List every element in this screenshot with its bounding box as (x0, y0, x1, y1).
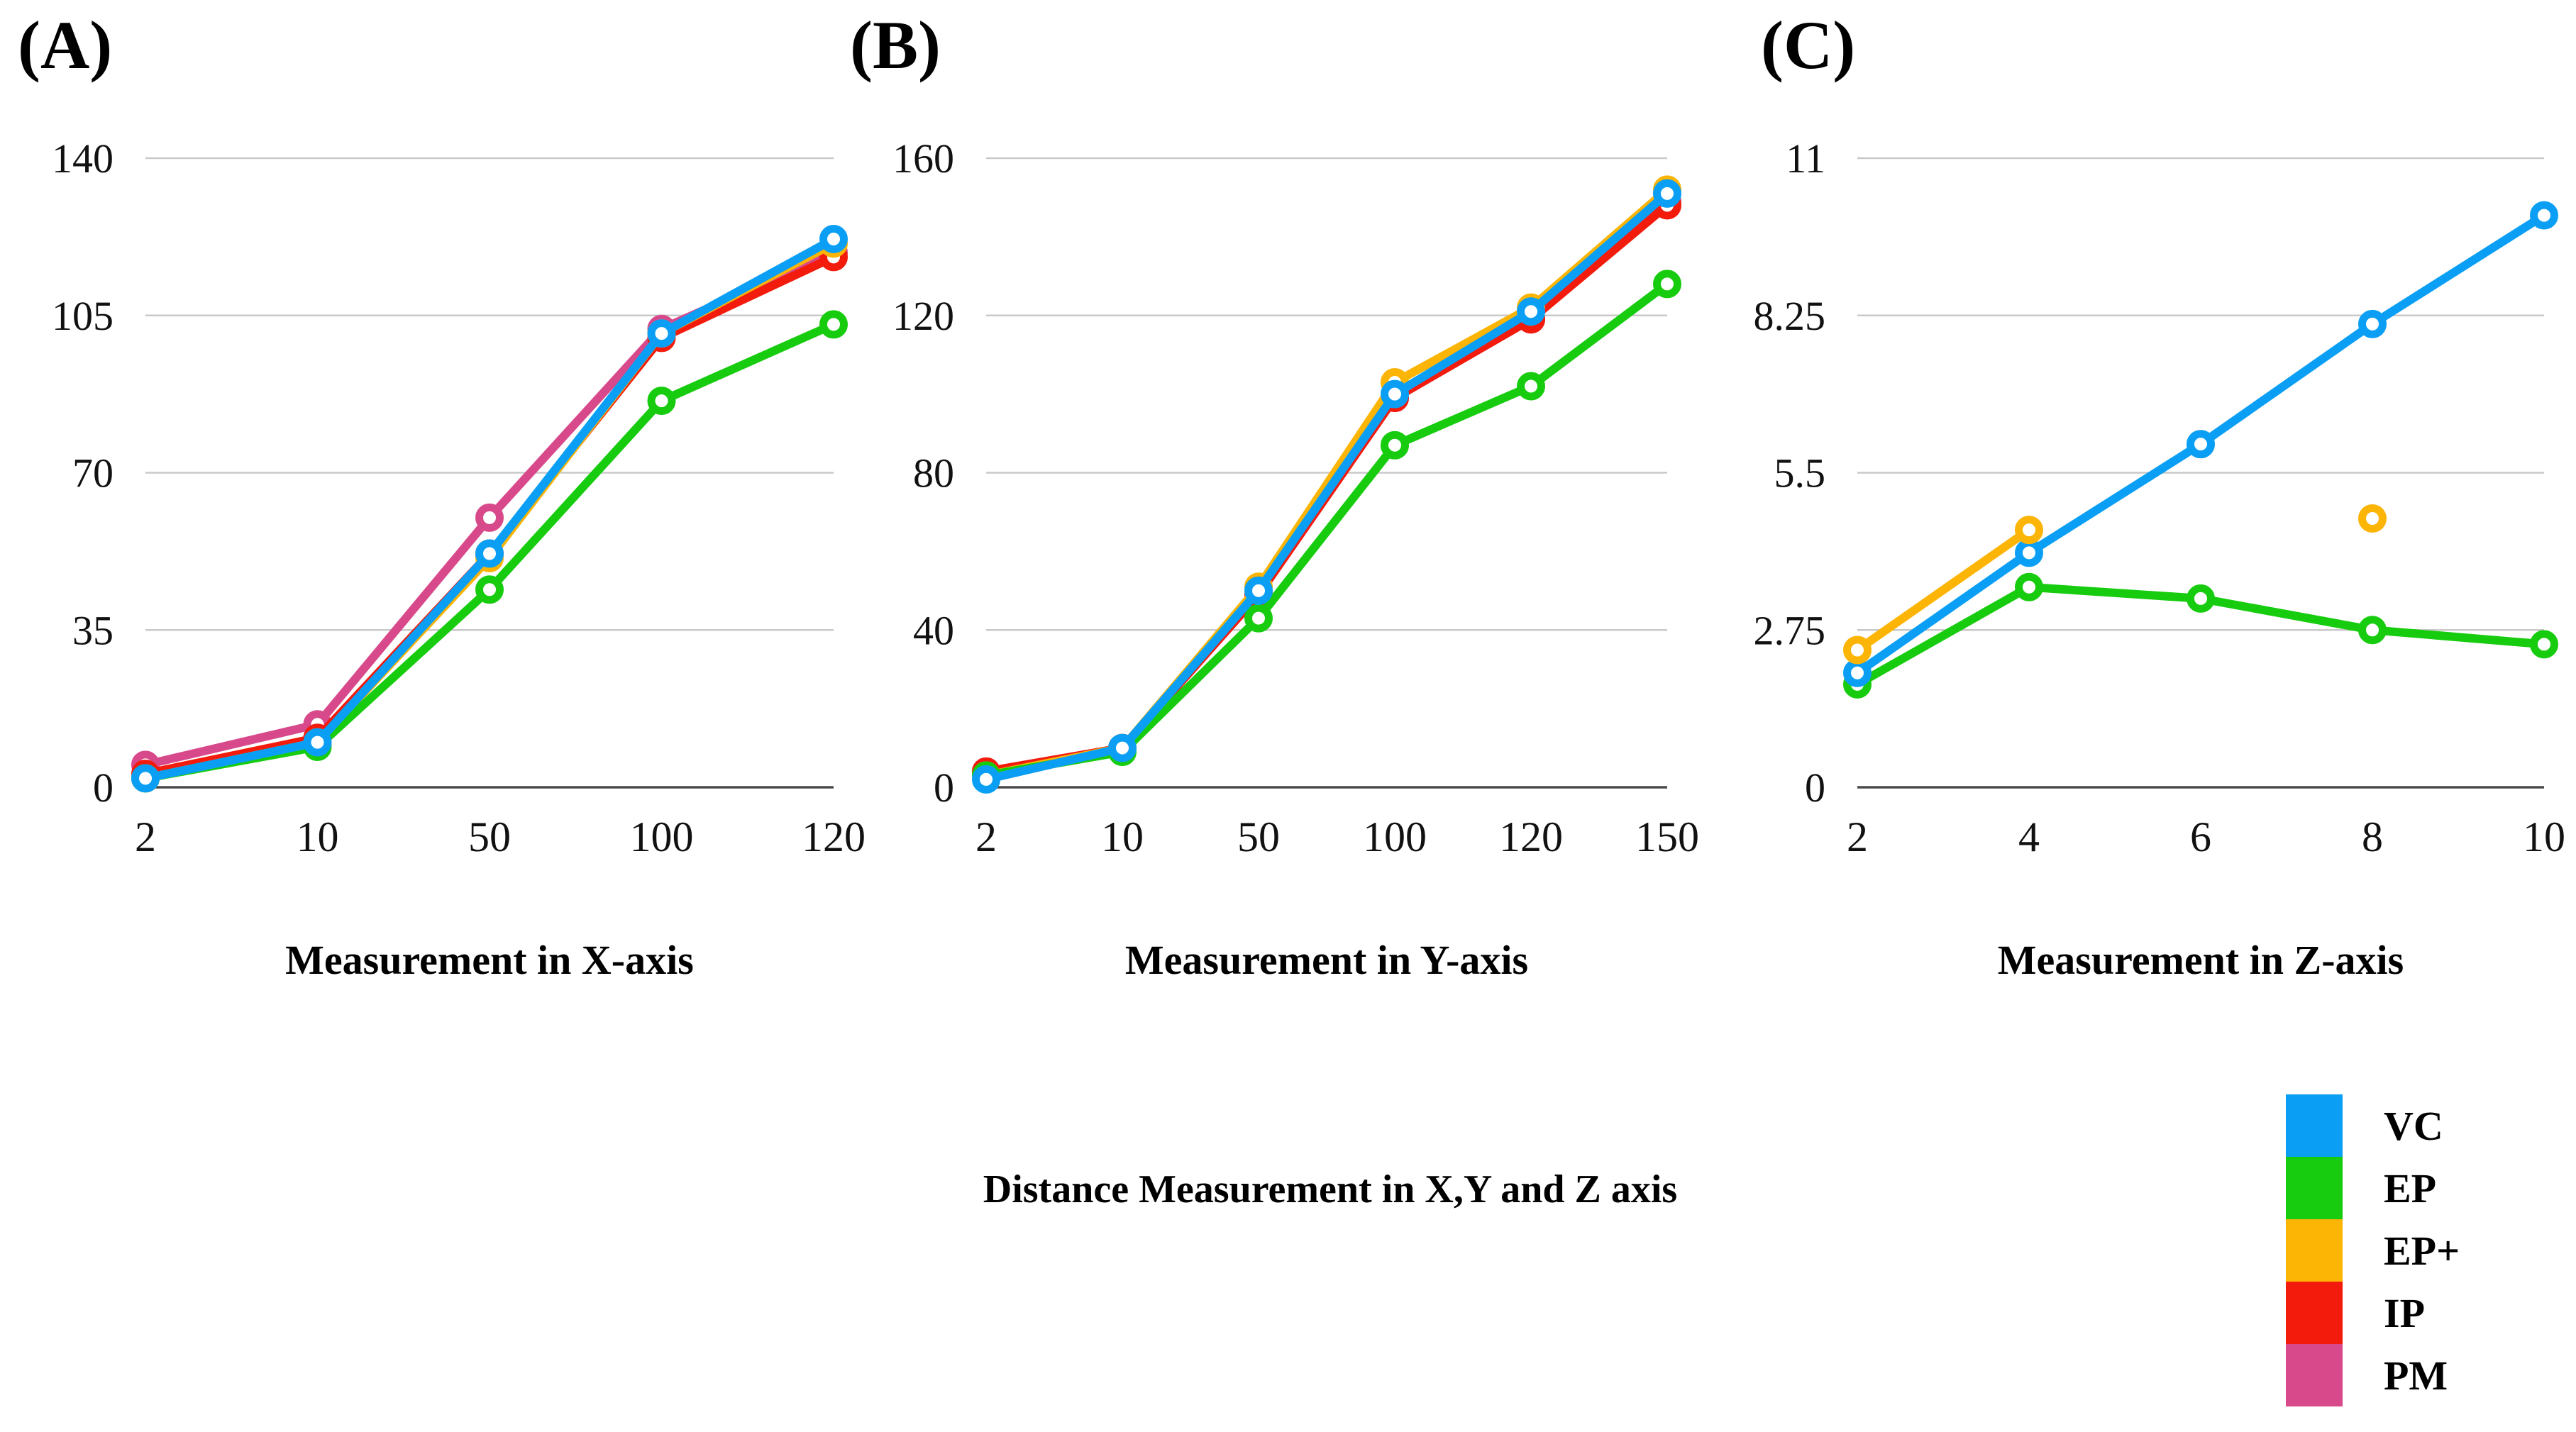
data-point-ep+ (2358, 504, 2387, 533)
data-point-vc (2358, 309, 2387, 338)
data-point-vc (303, 728, 332, 757)
x-tick-label: 50 (1237, 814, 1280, 860)
x-tick-label: 2 (1847, 814, 1868, 860)
x-tick-label: 100 (1363, 814, 1427, 860)
y-tick-label: 0 (93, 765, 114, 811)
series-line-ep (982, 279, 1671, 780)
data-point-vc (475, 539, 504, 568)
x-tick-label: 150 (1635, 814, 1699, 860)
data-point-ep (1653, 270, 1681, 299)
legend: VC EP EP+ IP PM (2286, 1094, 2460, 1406)
x-tick-label: 10 (1101, 814, 1144, 860)
data-point-vc (1381, 379, 1409, 409)
legend-swatch-vc (2286, 1094, 2343, 1157)
legend-label-ep: EP (2384, 1165, 2437, 1211)
chart-c: 11 8.25 5.5 2.75 02 4 6 8 10 (1754, 135, 2566, 860)
legend-item-ip: IP (2286, 1282, 2460, 1344)
legend-item-pm: PM (2286, 1344, 2460, 1406)
panel-c: 11 8.25 5.5 2.75 0 2 4 6 8 10 (1738, 0, 2576, 887)
data-point-vc (1843, 658, 1872, 687)
panel-a: 140 105 70 35 0 2 10 50 100 120 (14, 0, 908, 887)
panel-b-xlabel: Measurement in Y-axis (1124, 937, 1529, 983)
legend-label-vc: VC (2384, 1102, 2443, 1149)
data-point-vc (1653, 179, 1681, 208)
legend-label-ip: IP (2384, 1289, 2425, 1336)
data-point-ep+ (1843, 635, 1872, 665)
data-point-ep (2015, 572, 2043, 601)
panel-c-xlabel: Measurement in Z-axis (1997, 937, 2404, 983)
x-tick-label: 2 (975, 814, 997, 860)
data-point-ep+ (2015, 516, 2043, 545)
x-tick-label: 6 (2190, 814, 2211, 860)
data-point-ep (1381, 431, 1409, 460)
x-tick-label: 50 (468, 814, 511, 860)
y-tick-label: 105 (52, 293, 114, 339)
x-tick-label: 100 (630, 814, 694, 860)
series-line-vc (982, 189, 1671, 784)
y-tick-label: 40 (913, 607, 954, 653)
y-tick-label: 8.25 (1754, 293, 1826, 339)
data-point-ep (475, 575, 504, 604)
data-point-vc (2530, 201, 2558, 230)
y-tick-label: 70 (72, 450, 114, 496)
x-tick-label: 120 (1499, 814, 1563, 860)
x-tick-label: 10 (2523, 814, 2565, 860)
data-point-ep (647, 387, 676, 416)
x-tick-label: 4 (2018, 814, 2040, 860)
y-tick-label: 80 (913, 450, 954, 496)
data-point-vc (972, 765, 1000, 794)
data-point-ep (1244, 604, 1273, 633)
chart-b: 160 120 80 40 02 10 50 100 120 150 (892, 135, 1699, 860)
data-point-ep (2530, 630, 2558, 659)
x-tick-label: 10 (297, 814, 339, 860)
x-tick-label: 2 (135, 814, 156, 860)
panel-a-label: (A) (18, 7, 113, 83)
x-tick-label: 120 (802, 814, 866, 860)
legend-swatch-ip (2286, 1282, 2343, 1344)
y-tick-label: 11 (1786, 135, 1825, 182)
series-line-ep+ (1853, 526, 2033, 655)
figure-caption: Distance Measurement in X,Y and Z axis (983, 1167, 1678, 1211)
legend-swatch-ep (2286, 1157, 2343, 1219)
panel-c-label: (C) (1761, 7, 1856, 83)
legend-item-vc: VC (2286, 1094, 2460, 1157)
legend-label-ep-plus: EP+ (2384, 1227, 2460, 1274)
data-point-vc (1108, 733, 1137, 762)
legend-label-pm: PM (2384, 1352, 2448, 1399)
legend-swatch-ep-plus (2286, 1219, 2343, 1282)
panel-a-xlabel: Measurement in X-axis (285, 937, 694, 983)
y-tick-label: 35 (72, 607, 114, 653)
data-point-ep (2358, 616, 2387, 645)
y-tick-label: 0 (1805, 765, 1825, 811)
data-point-vc (131, 764, 160, 793)
data-point-vc (819, 225, 848, 254)
y-tick-label: 0 (934, 765, 954, 811)
panel-b: 160 120 80 40 0 2 10 50 100 120 150 (887, 0, 1710, 887)
data-point-ep (819, 310, 848, 339)
y-tick-label: 140 (52, 135, 114, 182)
data-point-vc (1244, 576, 1273, 605)
legend-item-ep-plus: EP+ (2286, 1219, 2460, 1282)
data-point-ep (1517, 372, 1545, 401)
y-tick-label: 120 (892, 293, 954, 339)
data-point-vc (2187, 430, 2215, 459)
data-point-ep (2187, 584, 2215, 613)
legend-item-ep: EP (2286, 1157, 2460, 1219)
data-point-vc (2015, 538, 2043, 567)
y-tick-label: 160 (892, 135, 954, 182)
legend-swatch-pm (2286, 1344, 2343, 1406)
data-point-vc (647, 319, 676, 348)
y-tick-label: 5.5 (1774, 450, 1826, 496)
chart-a: 140 105 70 35 02 10 50 100 120 (52, 135, 866, 860)
y-tick-label: 2.75 (1754, 607, 1826, 653)
data-point-pm (475, 503, 504, 532)
x-tick-label: 8 (2362, 814, 2383, 860)
data-point-vc (1517, 297, 1545, 326)
panel-b-label: (B) (850, 7, 941, 83)
